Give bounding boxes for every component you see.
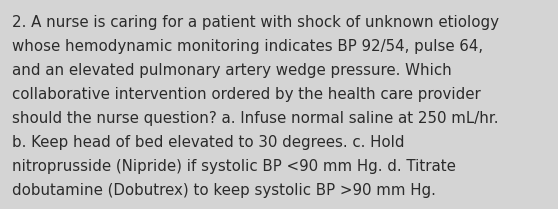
Text: dobutamine (Dobutrex) to keep systolic BP >90 mm Hg.: dobutamine (Dobutrex) to keep systolic B… [12,183,436,198]
Text: b. Keep head of bed elevated to 30 degrees. c. Hold: b. Keep head of bed elevated to 30 degre… [12,135,405,150]
Text: 2. A nurse is caring for a patient with shock of unknown etiology: 2. A nurse is caring for a patient with … [12,15,499,30]
Text: should the nurse question? a. Infuse normal saline at 250 mL/hr.: should the nurse question? a. Infuse nor… [12,111,499,126]
Text: nitroprusside (Nipride) if systolic BP <90 mm Hg. d. Titrate: nitroprusside (Nipride) if systolic BP <… [12,159,456,174]
Text: whose hemodynamic monitoring indicates BP 92/54, pulse 64,: whose hemodynamic monitoring indicates B… [12,39,483,54]
Text: collaborative intervention ordered by the health care provider: collaborative intervention ordered by th… [12,87,481,102]
Text: and an elevated pulmonary artery wedge pressure. Which: and an elevated pulmonary artery wedge p… [12,63,452,78]
